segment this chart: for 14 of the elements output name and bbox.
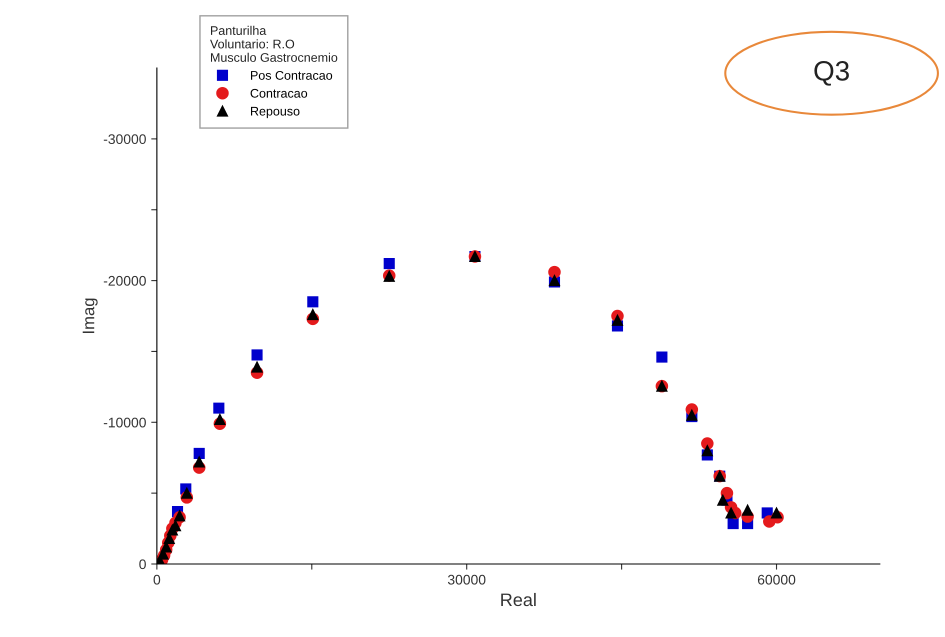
x-tick-label: 60000 — [758, 574, 796, 585]
legend-title: Panturilha Voluntario: R.O Musculo Gastrocnemio — [210, 26, 338, 62]
y-axis-title: Imag — [82, 298, 98, 333]
y-tick-label: -20000 — [104, 276, 146, 286]
x-axis-title: Real — [501, 592, 536, 606]
x-tick-label: 0 — [154, 574, 160, 585]
y-tick-label: -30000 — [104, 134, 146, 144]
y-tick-label: 0 — [139, 559, 146, 570]
legend-label: Pos Contracao — [251, 70, 332, 80]
legend-label: Contracao — [250, 88, 308, 98]
annotation: Q3 — [814, 61, 849, 86]
legend-label: Repouso — [251, 106, 300, 118]
x-tick-label: 30000 — [448, 574, 486, 585]
y-tick-label: -10000 — [104, 418, 146, 428]
